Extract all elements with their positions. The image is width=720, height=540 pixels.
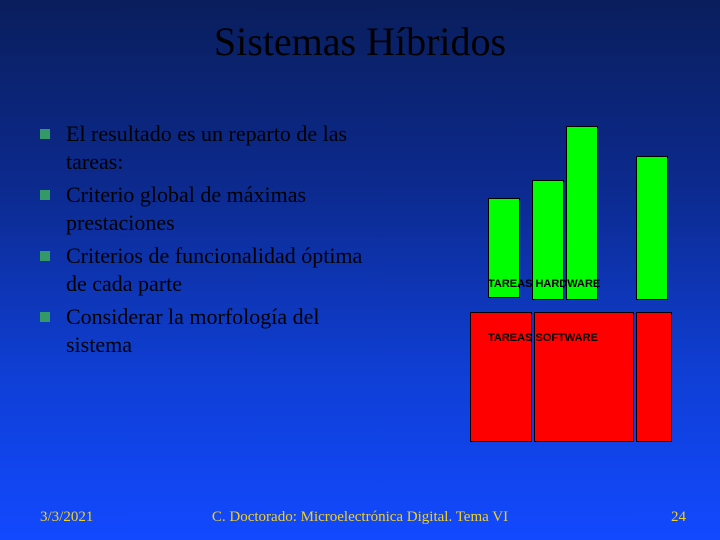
hw-sw-diagram: TAREAS HARDWARE TAREAS SOFTWARE <box>400 120 700 440</box>
bullet-text: Criterio global de máximas prestaciones <box>66 181 370 236</box>
bullet-icon <box>40 251 50 261</box>
bullet-icon <box>40 129 50 139</box>
slide: Sistemas Híbridos El resultado es un rep… <box>0 0 720 540</box>
list-item: El resultado es un reparto de las tareas… <box>40 120 370 175</box>
bullet-text: Criterios de funcionalidad óptima de cad… <box>66 242 370 297</box>
sw-label: TAREAS SOFTWARE <box>488 332 598 344</box>
bullet-icon <box>40 190 50 200</box>
sw-bar <box>636 312 672 442</box>
hw-bar <box>636 156 668 300</box>
hw-bar <box>566 126 598 300</box>
list-item: Criterios de funcionalidad óptima de cad… <box>40 242 370 297</box>
slide-title: Sistemas Híbridos <box>0 0 720 65</box>
list-item: Criterio global de máximas prestaciones <box>40 181 370 236</box>
bullet-icon <box>40 312 50 322</box>
footer-center: C. Doctorado: Microelectrónica Digital. … <box>0 509 720 526</box>
bullet-text: El resultado es un reparto de las tareas… <box>66 120 370 175</box>
hw-label: TAREAS HARDWARE <box>488 278 600 290</box>
list-item: Considerar la morfología del sistema <box>40 303 370 358</box>
bullet-text: Considerar la morfología del sistema <box>66 303 370 358</box>
footer-page-number: 24 <box>671 509 686 526</box>
bullet-list: El resultado es un reparto de las tareas… <box>40 120 370 364</box>
